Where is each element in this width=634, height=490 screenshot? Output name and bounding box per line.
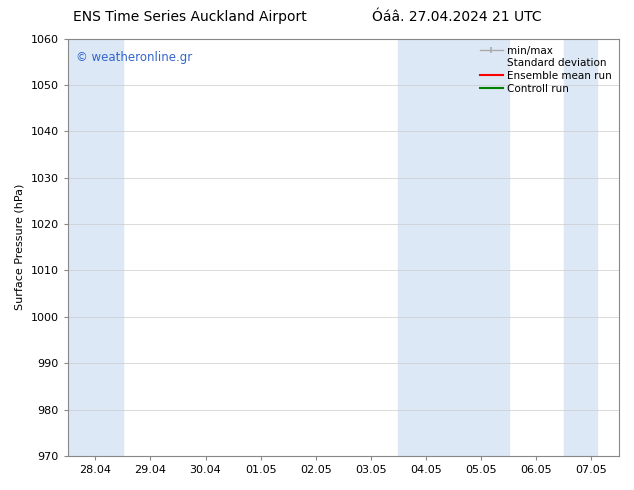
Bar — [399, 39, 508, 456]
Bar — [68, 39, 123, 456]
Text: ENS Time Series Auckland Airport: ENS Time Series Auckland Airport — [74, 10, 307, 24]
Legend: min/max, Standard deviation, Ensemble mean run, Controll run: min/max, Standard deviation, Ensemble me… — [478, 44, 614, 96]
Text: © weatheronline.gr: © weatheronline.gr — [76, 51, 192, 64]
Text: Óáâ. 27.04.2024 21 UTC: Óáâ. 27.04.2024 21 UTC — [372, 10, 541, 24]
Bar — [564, 39, 597, 456]
Y-axis label: Surface Pressure (hPa): Surface Pressure (hPa) — [15, 184, 25, 311]
